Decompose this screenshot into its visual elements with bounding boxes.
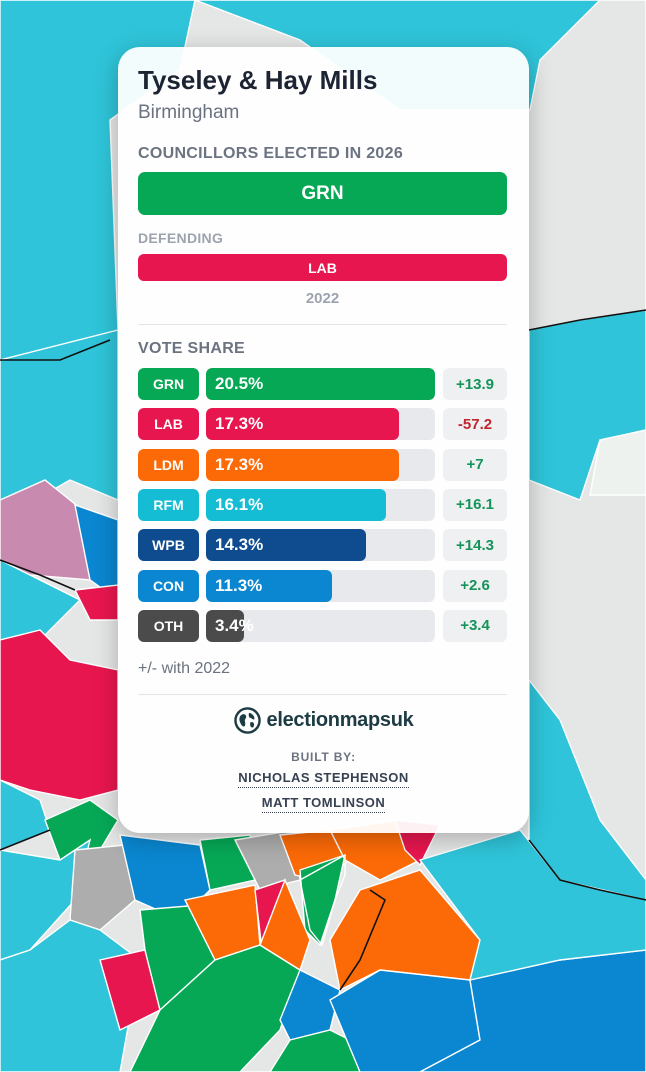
- boundary-line: [0, 339, 111, 361]
- party-label: LAB: [154, 416, 183, 433]
- defending-party-badge: LAB: [138, 254, 507, 281]
- party-badge: GRN: [138, 368, 199, 400]
- vote-bar-track: 16.1%: [206, 488, 435, 521]
- vote-row: CON 11.3% +2.6: [138, 569, 507, 602]
- vote-share-value: 17.3%: [215, 414, 264, 434]
- vote-row: WPB 14.3% +14.3: [138, 529, 507, 562]
- vote-bar-fill: [206, 609, 244, 642]
- elected-heading: COUNCILLORS ELECTED IN 2026: [138, 145, 404, 162]
- vote-share-value: 11.3%: [215, 575, 263, 595]
- vote-share-value: 17.3%: [215, 454, 264, 474]
- globe-icon: [233, 707, 261, 734]
- vote-change-value: +2.6: [443, 569, 507, 602]
- brand-logo[interactable]: electionmapsuk: [118, 707, 529, 734]
- change-note: +/- with 2022: [138, 660, 231, 677]
- vote-row: GRN 20.5% +13.9: [138, 368, 507, 400]
- defending-party-label: LAB: [308, 259, 337, 276]
- party-badge: WPB: [138, 529, 199, 562]
- credit-name: MATT TOMLINSON: [261, 795, 386, 813]
- elected-party-badge: GRN: [138, 172, 507, 215]
- map-region: [589, 429, 646, 496]
- party-label: WPB: [152, 537, 185, 554]
- vote-bar-fill: [206, 569, 332, 602]
- vote-change-value: +13.9: [443, 368, 507, 400]
- party-badge: LAB: [138, 408, 199, 441]
- boundary-line: [528, 309, 646, 331]
- vote-bar-fill: [206, 529, 366, 562]
- vote-bar-fill: [206, 408, 399, 441]
- vote-row: OTH 3.4% +3.4: [138, 609, 507, 642]
- credit-name: NICHOLAS STEPHENSON: [238, 770, 409, 788]
- vote-bar-track: 3.4%: [206, 609, 435, 642]
- map-region: [44, 799, 119, 861]
- party-badge: OTH: [138, 609, 199, 642]
- vote-bar-track: 14.3%: [206, 529, 435, 562]
- vote-row: LDM 17.3% +7: [138, 448, 507, 481]
- vote-change-value: +16.1: [443, 488, 507, 521]
- vote-share-value: 3.4%: [215, 615, 254, 635]
- vote-change-value: +14.3: [443, 529, 507, 562]
- party-label: RFM: [153, 496, 184, 513]
- council-name: Birmingham: [138, 102, 240, 123]
- party-badge: RFM: [138, 488, 199, 521]
- party-label: GRN: [152, 376, 185, 392]
- vote-bar-track: 11.3%: [206, 569, 435, 602]
- party-label: OTH: [153, 617, 184, 634]
- defending-year: 2022: [305, 290, 340, 307]
- selected-ward-outline: [299, 853, 346, 947]
- brand-name: electionmapsuk: [266, 709, 414, 731]
- vote-row: LAB 17.3% -57.2: [138, 408, 507, 441]
- vote-bar-track: 17.3%: [206, 448, 435, 481]
- vote-share-value: 16.1%: [215, 494, 264, 514]
- boundary-line: [0, 829, 51, 851]
- boundary-line: [0, 559, 76, 591]
- vote-share-value: 20.5%: [215, 374, 264, 393]
- built-by-heading: BUILT BY:: [291, 750, 356, 764]
- elected-party-label: GRN: [301, 182, 344, 204]
- defending-heading: DEFENDING: [138, 230, 224, 246]
- vote-row: RFM 16.1% +16.1: [138, 488, 507, 521]
- vote-bar-fill: [206, 488, 386, 521]
- ward-name: Tyseley & Hay Mills: [138, 65, 378, 95]
- vote-change-value: +7: [443, 448, 507, 481]
- credit-link[interactable]: MATT TOMLINSON: [118, 795, 529, 813]
- vote-change-value: -57.2: [443, 408, 507, 441]
- credit-link[interactable]: NICHOLAS STEPHENSON: [118, 770, 529, 788]
- vote-bar-track: 17.3%: [206, 408, 435, 441]
- party-badge: LDM: [138, 448, 199, 481]
- party-badge: CON: [138, 569, 199, 602]
- vote-bar-fill: [206, 368, 435, 400]
- boundary-line: [528, 839, 646, 901]
- vote-bar-fill: [206, 448, 399, 481]
- divider: [138, 694, 507, 695]
- map-region: [0, 559, 82, 641]
- party-label: LDM: [153, 456, 184, 473]
- vote-share-heading: VOTE SHARE: [138, 340, 246, 357]
- boundary-line: [339, 889, 386, 991]
- map-region: [0, 919, 141, 1072]
- map-region: [0, 329, 119, 521]
- vote-change-value: +3.4: [443, 609, 507, 642]
- map-region: [299, 853, 346, 947]
- map-region: [69, 844, 136, 931]
- vote-bar-track: 20.5%: [206, 368, 435, 400]
- party-label: CON: [152, 577, 185, 594]
- divider: [138, 324, 507, 325]
- vote-share-value: 14.3%: [215, 535, 264, 555]
- ward-info-panel: Tyseley & Hay Mills Birmingham COUNCILLO…: [118, 47, 529, 833]
